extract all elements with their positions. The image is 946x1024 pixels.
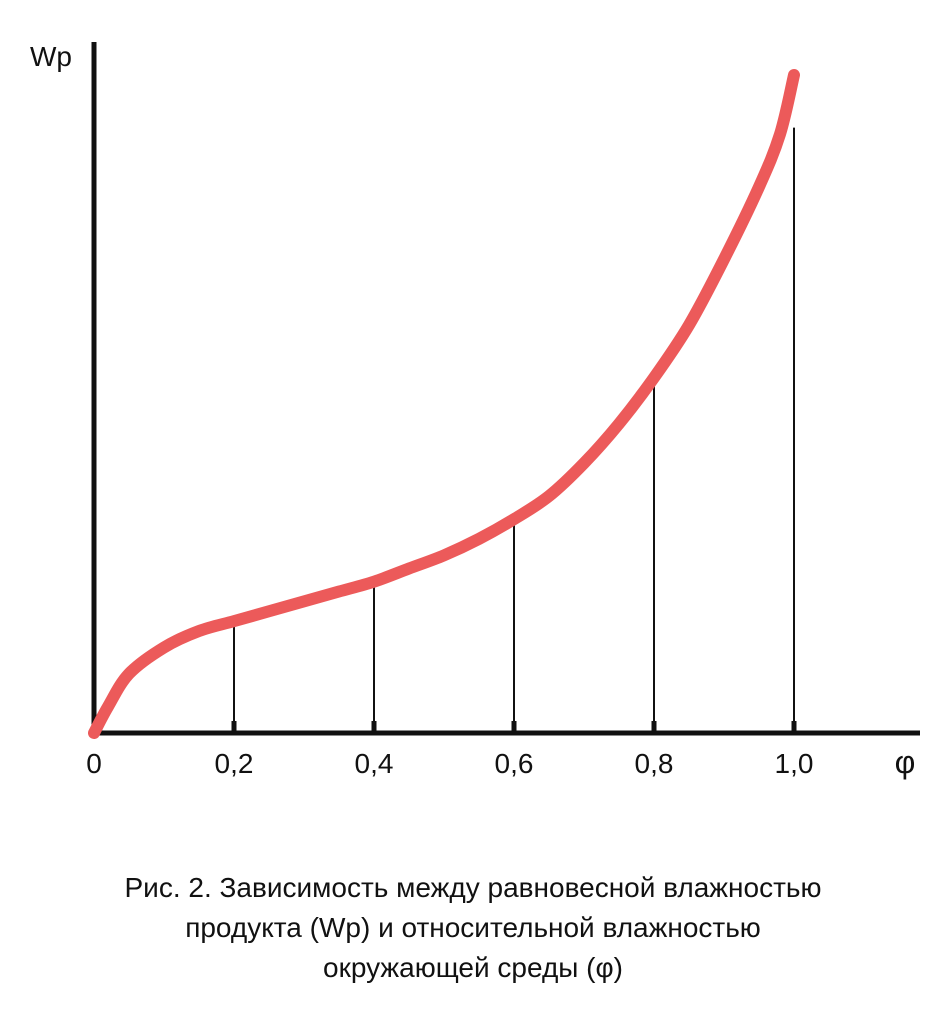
x-tick-label: 0,2 bbox=[215, 748, 254, 779]
x-ticks bbox=[231, 721, 797, 733]
caption-line-3: окружающей среды (φ) bbox=[323, 952, 623, 983]
x-tick-label: 0,4 bbox=[355, 748, 394, 779]
figure-caption: Рис. 2. Зависимость между равновесной вл… bbox=[60, 868, 886, 988]
caption-line-2: продукта (Wp) и относительной влажностью bbox=[185, 912, 761, 943]
x-tick-label: 0 bbox=[86, 748, 102, 779]
data-curve bbox=[88, 69, 800, 739]
chart: Wp φ 0 0,2 0,4 0,6 0,8 1,0 bbox=[30, 41, 920, 780]
y-axis-label: Wp bbox=[30, 41, 72, 72]
x-tick-label: 1,0 bbox=[775, 748, 814, 779]
x-tick-label: 0,6 bbox=[495, 748, 534, 779]
caption-line-1: Рис. 2. Зависимость между равновесной вл… bbox=[124, 872, 822, 903]
drop-lines bbox=[233, 127, 795, 733]
x-tick-labels: 0 0,2 0,4 0,6 0,8 1,0 bbox=[86, 748, 813, 779]
x-tick-label: 0,8 bbox=[635, 748, 674, 779]
x-axis-label: φ bbox=[895, 744, 916, 780]
